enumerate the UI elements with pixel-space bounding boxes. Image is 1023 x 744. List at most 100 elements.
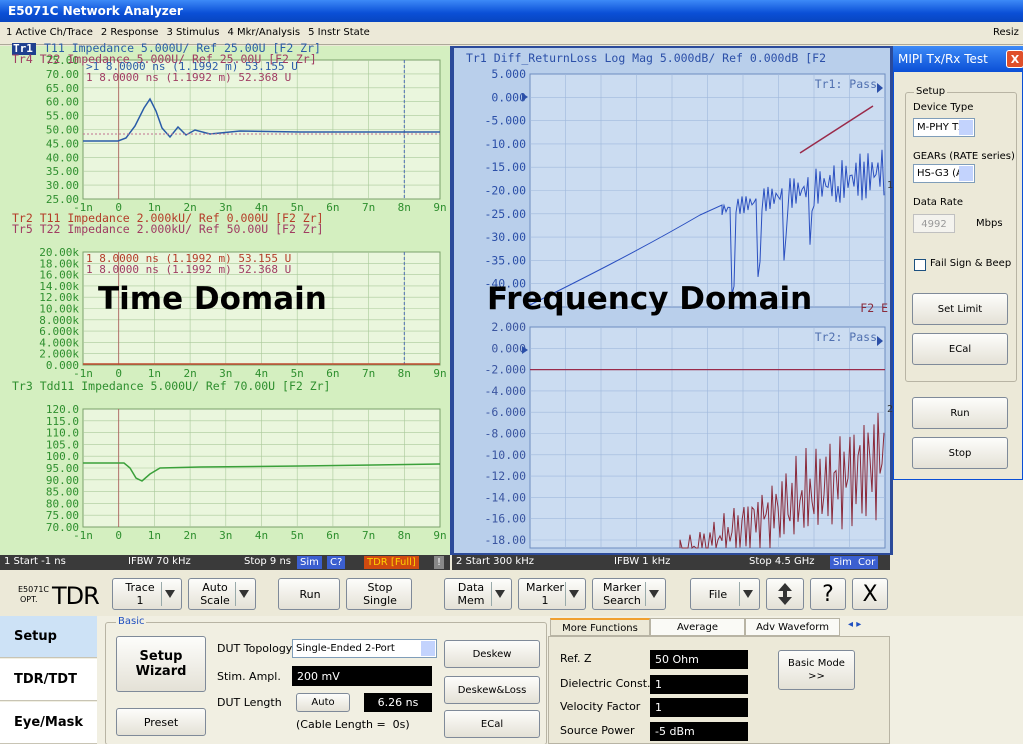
length-field[interactable]: 6.26 ns <box>364 693 432 712</box>
updown-button[interactable] <box>766 578 804 610</box>
toolbar-button[interactable]: Data Mem <box>444 578 512 610</box>
dialog-button[interactable]: ECal <box>912 333 1008 365</box>
y-tick-label: 95.00 <box>46 462 79 475</box>
x-tick-label: 9n <box>433 201 446 214</box>
dialog-button[interactable]: Set Limit <box>912 293 1008 325</box>
menu-item[interactable]: 3 Stimulus <box>166 27 220 38</box>
menu-item[interactable]: 1 Active Ch/Trace <box>6 27 93 38</box>
ref-marker <box>877 336 883 346</box>
side-tab[interactable]: Eye/Mask <box>0 702 97 744</box>
toolbar-button[interactable]: Auto Scale <box>188 578 256 610</box>
help-button[interactable]: ? <box>810 578 846 610</box>
dropdown-arrow <box>565 582 582 606</box>
close-button[interactable]: X <box>852 578 888 610</box>
y-tick-label: 16.00k <box>39 269 79 282</box>
x-tick-label: 1n <box>148 367 161 380</box>
x-tick-label: 7n <box>362 201 375 214</box>
auto-button[interactable]: Auto <box>296 693 350 712</box>
y-tick-label: 2.000 <box>491 320 526 334</box>
side-tab[interactable]: TDR/TDT <box>0 659 97 701</box>
x-tick-label: 7n <box>362 529 375 542</box>
function-tab[interactable]: Average <box>650 618 745 636</box>
x-tick-label: 0 <box>115 529 122 542</box>
gear-select[interactable]: HS-G3 (A) <box>913 164 975 183</box>
trace-header: T11 Impedance 5.000U/ Ref 25.00U [F2 Zr] <box>44 41 321 55</box>
function-tab[interactable]: More Functions <box>550 618 650 636</box>
x-tick-label: 6n <box>326 367 339 380</box>
side-tab[interactable]: Setup <box>0 616 97 658</box>
ampl-field[interactable]: 200 mV <box>292 666 432 686</box>
basic-button[interactable]: Deskew&Loss <box>444 676 540 704</box>
toolbar-button[interactable]: Trace 1 <box>112 578 182 610</box>
button-text: Marker 1 <box>525 581 565 607</box>
basic-mode[interactable]: Basic Mode >> <box>778 650 855 690</box>
y-tick-label: 40.00 <box>46 151 79 164</box>
overlay-label: Time Domain <box>98 281 327 317</box>
field-value[interactable]: 1 <box>650 698 748 717</box>
function-tab[interactable]: Adv Waveform <box>745 618 840 636</box>
y-tick-label: -16.00 <box>484 512 526 526</box>
topology-select[interactable]: Single-Ended 2-Port <box>292 639 437 658</box>
preset[interactable]: Preset <box>116 708 206 736</box>
dialog-close[interactable]: X <box>1006 50 1023 68</box>
trace <box>83 97 440 142</box>
x-tick-label: 7n <box>362 367 375 380</box>
button-line: File <box>708 587 728 601</box>
x-tick-label: 9n <box>433 367 446 380</box>
trace-header: Tr3 Tdd11 Impedance 5.000U/ Ref 70.00U [… <box>12 379 331 393</box>
basic-button[interactable]: ECal <box>444 710 540 738</box>
y-tick-label: 70.00 <box>46 68 79 81</box>
toolbar-button[interactable]: Marker Search <box>592 578 666 610</box>
rate-input[interactable]: 4992 <box>913 214 955 233</box>
toolbar-button[interactable]: Run <box>278 578 340 610</box>
field-value[interactable]: 1 <box>650 675 748 694</box>
toolbar-button[interactable]: File <box>690 578 760 610</box>
dialog-title-bar <box>893 46 1023 72</box>
setup-wizard[interactable]: Setup Wizard <box>116 636 206 692</box>
y-tick-label: 0.000 <box>491 341 526 355</box>
device-select[interactable]: M-PHY Tx <box>913 118 975 137</box>
button-text: Marker Search <box>599 581 645 607</box>
field-value[interactable]: -5 dBm <box>650 722 748 741</box>
basic-button[interactable]: Deskew <box>444 640 540 668</box>
status-flag: Sim <box>297 556 322 569</box>
y-tick-label: 90.00 <box>46 474 79 487</box>
trace-header: F2 E <box>860 301 888 315</box>
button-text: Data Mem <box>451 581 491 607</box>
ch1-start: 1 Start -1 ns <box>4 556 66 567</box>
menu-item[interactable]: 5 Instr State <box>308 27 370 38</box>
menu-resize[interactable]: Resiz <box>993 27 1019 38</box>
updown-icon <box>778 583 792 605</box>
tab-scroll[interactable]: ◂ ▸ <box>848 619 862 630</box>
x-tick-label: 3n <box>219 201 232 214</box>
y-tick-label: 10.00k <box>39 303 79 316</box>
y-tick-label: 4.000k <box>39 336 79 349</box>
menu-item[interactable]: 4 Mkr/Analysis <box>227 27 301 38</box>
y-tick-label: 70.00 <box>46 521 79 534</box>
basic-group <box>105 622 547 744</box>
dialog-button[interactable]: Stop <box>912 437 1008 469</box>
setup-group-label: Setup <box>914 86 948 97</box>
dialog-button[interactable]: Run <box>912 397 1008 429</box>
y-tick-label: -8.000 <box>484 427 526 441</box>
dialog-title: MIPI Tx/Rx Test <box>898 52 988 66</box>
y-tick-label: -4.000 <box>484 384 526 398</box>
fail-checkbox-label: Fail Sign & Beep <box>930 258 1012 269</box>
button-line: Marker <box>525 581 565 594</box>
y-tick-label: -40.00 <box>484 277 526 291</box>
pass-label: Tr2: Pass <box>815 330 877 344</box>
fail-checkbox[interactable] <box>914 259 926 271</box>
y-tick-label: 105.0 <box>46 438 79 451</box>
toolbar-button[interactable]: Marker 1 <box>518 578 586 610</box>
x-tick-label: 1n <box>148 529 161 542</box>
x-tick-label: 2n <box>183 201 196 214</box>
trace <box>83 462 441 482</box>
y-tick-label: 115.0 <box>46 415 79 428</box>
y-tick-label: -12.00 <box>484 469 526 483</box>
menu-item[interactable]: 2 Response <box>100 27 159 38</box>
toolbar-button[interactable]: Stop Single <box>346 578 412 610</box>
y-tick-label: 45.00 <box>46 137 79 150</box>
topology-label: DUT Topology <box>217 642 293 655</box>
field-value[interactable]: 50 Ohm <box>650 650 748 669</box>
